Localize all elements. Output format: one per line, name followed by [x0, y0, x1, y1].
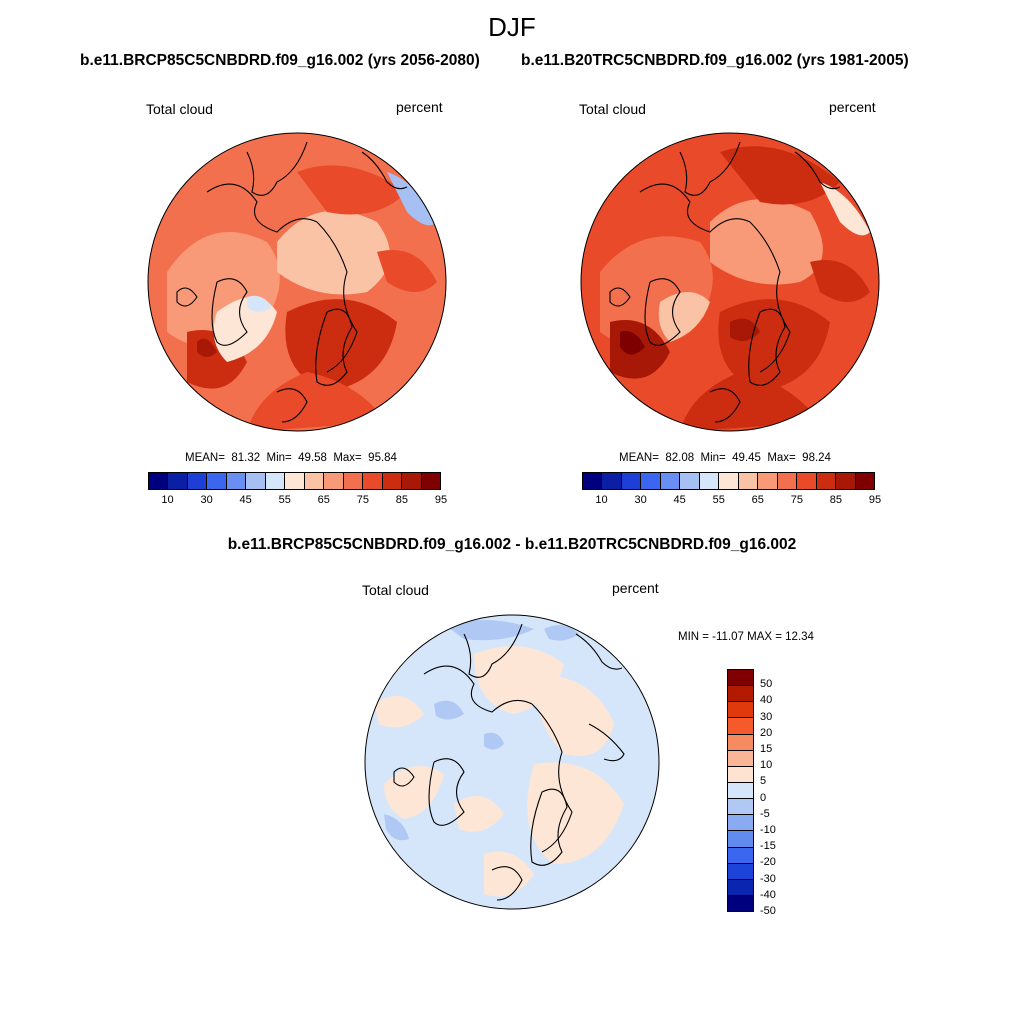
panel-right-colorbar-cell — [816, 473, 837, 489]
difference-colorbar-cell — [728, 782, 753, 800]
panel-right-colorbar-cell — [602, 473, 622, 489]
panel-right-colorbar-cell — [855, 473, 875, 489]
difference-colorbar-cell — [728, 815, 753, 832]
panel-right-stats: MEAN= 82.08 Min= 49.45 Max= 98.24 — [619, 452, 831, 464]
panel-left-colorbar-tick-label: 10 — [161, 494, 174, 506]
panel-right-variable-label: Total cloud — [579, 101, 646, 117]
panel-left-colorbar-cell — [421, 473, 441, 489]
panel-right-colorbar-tick-label: 30 — [634, 494, 647, 506]
difference-title: b.e11.BRCP85C5CNBDRD.f09_g16.002 - b.e11… — [227, 536, 797, 553]
panel-right-colorbar-cell — [719, 473, 739, 489]
panel-right-colorbar-cell — [758, 473, 778, 489]
difference-colorbar-tick-label: 15 — [760, 743, 773, 755]
difference-polar-map — [364, 614, 660, 910]
panel-left-colorbar-ticks: 10 30 45 55 65 75 85 95 — [148, 494, 447, 508]
difference-colorbar-tick-label: 5 — [760, 775, 767, 788]
figure-title: DJF — [488, 12, 536, 42]
difference-colorbar-tick-label: 30 — [760, 710, 773, 723]
difference-colorbar-tick-label: 0 — [760, 791, 767, 804]
panel-right-colorbar-ticks: 10 30 45 55 65 75 85 95 — [582, 494, 881, 508]
panel-left-colorbar-cell — [168, 473, 188, 489]
difference-colorbar-tick-label: -10 — [760, 824, 776, 836]
panel-left-colorbar-cell — [246, 473, 266, 489]
panel-right-colorbar-cell — [621, 473, 642, 489]
panel-left-colorbar — [148, 472, 441, 490]
panel-right-colorbar-cell — [641, 473, 661, 489]
panel-right-colorbar-tick-label: 55 — [712, 494, 725, 506]
difference-colorbar-cell — [728, 718, 753, 735]
panel-right-colorbar-tick-label: 10 — [595, 494, 608, 506]
panel-right-colorbar-cell — [777, 473, 798, 489]
difference-colorbar-cell — [728, 766, 753, 783]
panel-left-colorbar-cell — [226, 473, 247, 489]
difference-minmax: MIN = -11.07 MAX = 12.34 — [678, 631, 814, 643]
panel-right-colorbar-tick-label: 85 — [829, 494, 843, 506]
difference-units-label: percent — [612, 580, 659, 596]
difference-colorbar-cell — [728, 670, 753, 687]
difference-colorbar-cell — [728, 734, 753, 751]
panel-right-experiment-title: b.e11.B20TRC5CNBDRD.f09_g16.002 (yrs 198… — [521, 52, 909, 69]
panel-left-colorbar-cell — [187, 473, 208, 489]
panel-right-polar-map — [580, 132, 880, 432]
panel-right-units-label: percent — [829, 99, 876, 115]
difference-colorbar-cell — [728, 895, 753, 912]
panel-left-colorbar-cell — [324, 473, 344, 489]
panel-left-stats: MEAN= 81.32 Min= 49.58 Max= 95.84 — [185, 452, 397, 464]
panel-left-colorbar-cell — [304, 473, 325, 489]
panel-left-colorbar-tick-label: 65 — [317, 494, 330, 506]
panel-left-variable-label: Total cloud — [146, 101, 213, 117]
difference-colorbar-cell — [728, 750, 753, 767]
difference-colorbar-tick-label: -20 — [760, 856, 776, 869]
panel-left-experiment-title: b.e11.BRCP85C5CNBDRD.f09_g16.002 (yrs 20… — [80, 52, 480, 69]
difference-colorbar — [727, 669, 754, 912]
panel-left-colorbar-cell — [265, 473, 286, 489]
panel-right-colorbar — [582, 472, 875, 490]
panel-right-colorbar-cell — [680, 473, 700, 489]
panel-left-colorbar-tick-label: 95 — [434, 494, 448, 506]
panel-left-colorbar-tick-label: 55 — [278, 494, 291, 506]
difference-colorbar-cell — [728, 799, 753, 816]
difference-colorbar-ticks: 50 40 30 20 15 10 5 0 -5 -10 -15 -20 -30 -40 -50 — [760, 669, 800, 917]
panel-right-colorbar-cell — [738, 473, 759, 489]
difference-colorbar-tick-label: 20 — [760, 726, 773, 739]
difference-colorbar-cell — [728, 879, 753, 896]
panel-right-colorbar-cell — [699, 473, 720, 489]
panel-right-colorbar-cell — [836, 473, 856, 489]
difference-colorbar-tick-label: -5 — [760, 807, 770, 820]
difference-colorbar-tick-label: -15 — [760, 840, 776, 853]
difference-colorbar-tick-label: 10 — [760, 759, 773, 772]
panel-left-colorbar-cell — [285, 473, 305, 489]
difference-colorbar-tick-label: -30 — [760, 872, 776, 885]
panel-left-colorbar-cell — [343, 473, 364, 489]
panel-left-units-label: percent — [396, 99, 443, 115]
panel-left-polar-map — [147, 132, 447, 432]
panel-right-colorbar-tick-label: 95 — [868, 494, 882, 506]
difference-colorbar-tick-label: 40 — [760, 694, 773, 707]
panel-left-colorbar-cell — [149, 473, 169, 489]
difference-colorbar-tick-label: -50 — [760, 905, 776, 917]
panel-right-colorbar-tick-label: 45 — [673, 494, 686, 506]
difference-colorbar-cell — [728, 863, 753, 880]
panel-left-colorbar-cell — [363, 473, 383, 489]
difference-variable-label: Total cloud — [362, 582, 429, 598]
panel-right-colorbar-cell — [797, 473, 817, 489]
difference-colorbar-cell — [728, 847, 753, 864]
panel-left-colorbar-cell — [402, 473, 422, 489]
difference-colorbar-tick-label: -40 — [760, 888, 776, 901]
difference-colorbar-tick-label: 50 — [760, 678, 773, 691]
panel-right-colorbar-cell — [583, 473, 603, 489]
panel-left-colorbar-tick-label: 85 — [395, 494, 409, 506]
panel-right-colorbar-tick-label: 65 — [751, 494, 764, 506]
panel-left-colorbar-tick-label: 45 — [239, 494, 252, 506]
difference-colorbar-cell — [728, 702, 753, 719]
panel-right-colorbar-tick-label: 75 — [790, 494, 803, 506]
panel-right-colorbar-cell — [660, 473, 681, 489]
difference-colorbar-cell — [728, 831, 753, 848]
panel-left-colorbar-tick-label: 75 — [356, 494, 369, 506]
panel-left-colorbar-tick-label: 30 — [200, 494, 213, 506]
difference-colorbar-cell — [728, 686, 753, 703]
panel-left-colorbar-cell — [382, 473, 403, 489]
panel-left-colorbar-cell — [207, 473, 227, 489]
